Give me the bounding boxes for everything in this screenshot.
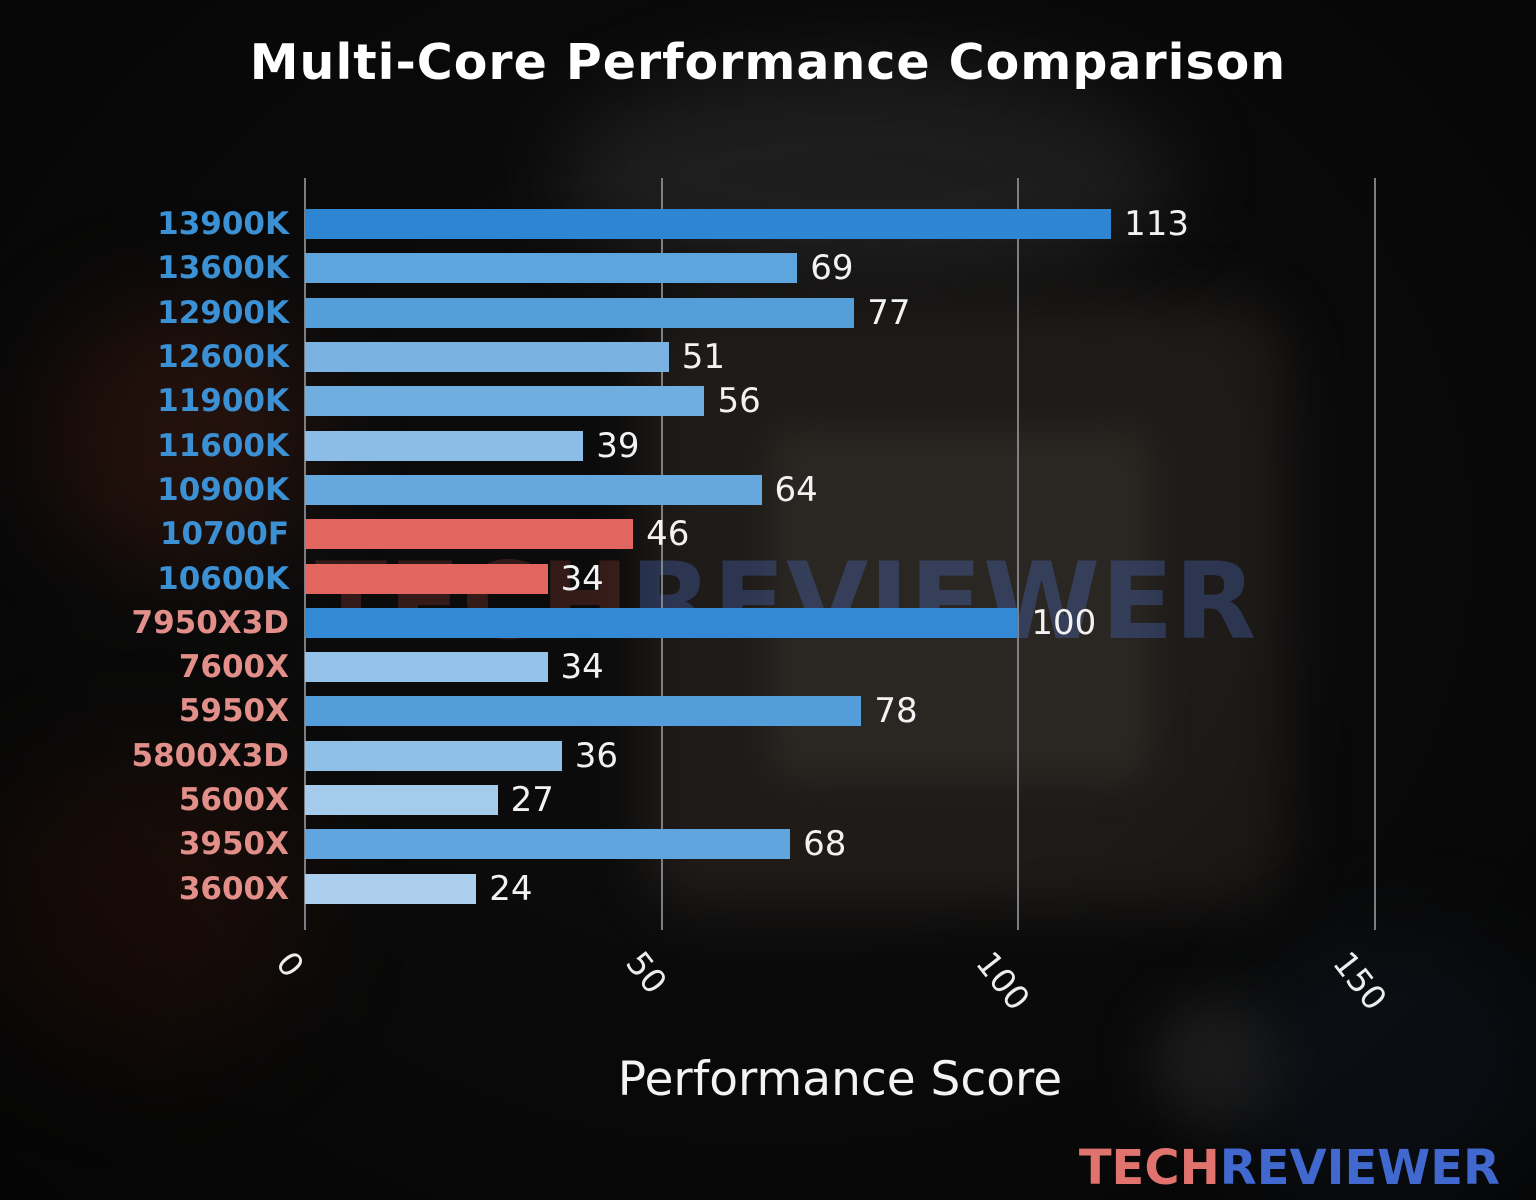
- x-tick-label: 50: [618, 944, 675, 1002]
- value-label: 113: [1124, 204, 1189, 245]
- category-label: 10600K: [157, 560, 289, 597]
- category-label: 5800X3D: [131, 737, 289, 774]
- value-label: 68: [803, 824, 847, 865]
- category-label: 3950X: [178, 826, 289, 863]
- bar: [305, 607, 1019, 638]
- bar-row: 12900K 77: [0, 291, 1536, 335]
- value-label: 77: [867, 292, 911, 333]
- category-label: 11900K: [157, 383, 289, 420]
- value-label: 78: [874, 691, 918, 732]
- bar-row: 5600X 27: [0, 778, 1536, 822]
- bar-row: 5800X3D 36: [0, 734, 1536, 778]
- bar: [305, 386, 705, 417]
- value-label: 100: [1031, 602, 1097, 643]
- category-label: 7950X3D: [131, 604, 289, 641]
- bar: [305, 430, 584, 461]
- bar-row: 10700F 46: [0, 512, 1536, 556]
- bar-row: 5950X 78: [0, 689, 1536, 733]
- value-label: 46: [646, 514, 690, 555]
- value-label: 34: [560, 647, 604, 688]
- site-logo: TECHREVIEWER: [1079, 1140, 1500, 1196]
- category-label: 13600K: [157, 250, 289, 287]
- bar: [305, 253, 798, 284]
- category-label: 10900K: [157, 471, 289, 508]
- category-label: 13900K: [157, 206, 289, 243]
- value-label: 56: [717, 381, 761, 422]
- bar-row: 10600K 34: [0, 556, 1536, 600]
- x-tick-label: 100: [968, 944, 1038, 1018]
- bar: [305, 873, 477, 904]
- bar-row: 13600K 69: [0, 246, 1536, 290]
- x-tick-label: 0: [267, 944, 312, 985]
- value-label: 69: [810, 248, 854, 289]
- bar-row: 11600K 39: [0, 424, 1536, 468]
- bar: [305, 209, 1112, 240]
- bar-row: 11900K 56: [0, 379, 1536, 423]
- logo-reviewer: REVIEWER: [1219, 1140, 1500, 1196]
- bar: [305, 652, 548, 683]
- value-label: 39: [596, 425, 640, 466]
- bar-row: 7950X3D 100: [0, 601, 1536, 645]
- bar-row: 3600X 24: [0, 867, 1536, 911]
- value-label: 27: [510, 780, 554, 821]
- category-label: 5600X: [178, 782, 289, 819]
- category-label: 5950X: [178, 693, 289, 730]
- x-axis-label: Performance Score: [617, 1052, 1063, 1107]
- category-label: 11600K: [157, 427, 289, 464]
- bar-row: 13900K 113: [0, 202, 1536, 246]
- bar: [305, 563, 548, 594]
- category-label: 7600X: [178, 649, 289, 686]
- bar: [305, 297, 855, 328]
- value-label: 36: [574, 735, 619, 776]
- bar: [305, 519, 634, 550]
- bar: [305, 342, 669, 373]
- category-label: 12600K: [157, 339, 289, 376]
- bar-row: 7600X 34: [0, 645, 1536, 689]
- bar: [305, 740, 562, 771]
- bar: [305, 474, 762, 505]
- category-label: 12900K: [157, 294, 289, 331]
- bar: [305, 829, 791, 860]
- bar-row: 3950X 68: [0, 822, 1536, 866]
- bar-row: 12600K 51: [0, 335, 1536, 379]
- bar: [305, 696, 862, 727]
- chart-title: Multi-Core Performance Comparison: [249, 34, 1287, 91]
- logo-tech: TECH: [1078, 1140, 1220, 1196]
- value-label: 24: [489, 868, 533, 909]
- value-label: 64: [774, 469, 818, 510]
- value-label: 51: [681, 337, 726, 378]
- value-label: 34: [560, 558, 604, 599]
- category-label: 10700F: [159, 516, 289, 553]
- bar-row: 10900K 64: [0, 468, 1536, 512]
- x-tick-label: 150: [1324, 944, 1395, 1018]
- category-label: 3600X: [178, 870, 289, 907]
- bar: [305, 785, 498, 816]
